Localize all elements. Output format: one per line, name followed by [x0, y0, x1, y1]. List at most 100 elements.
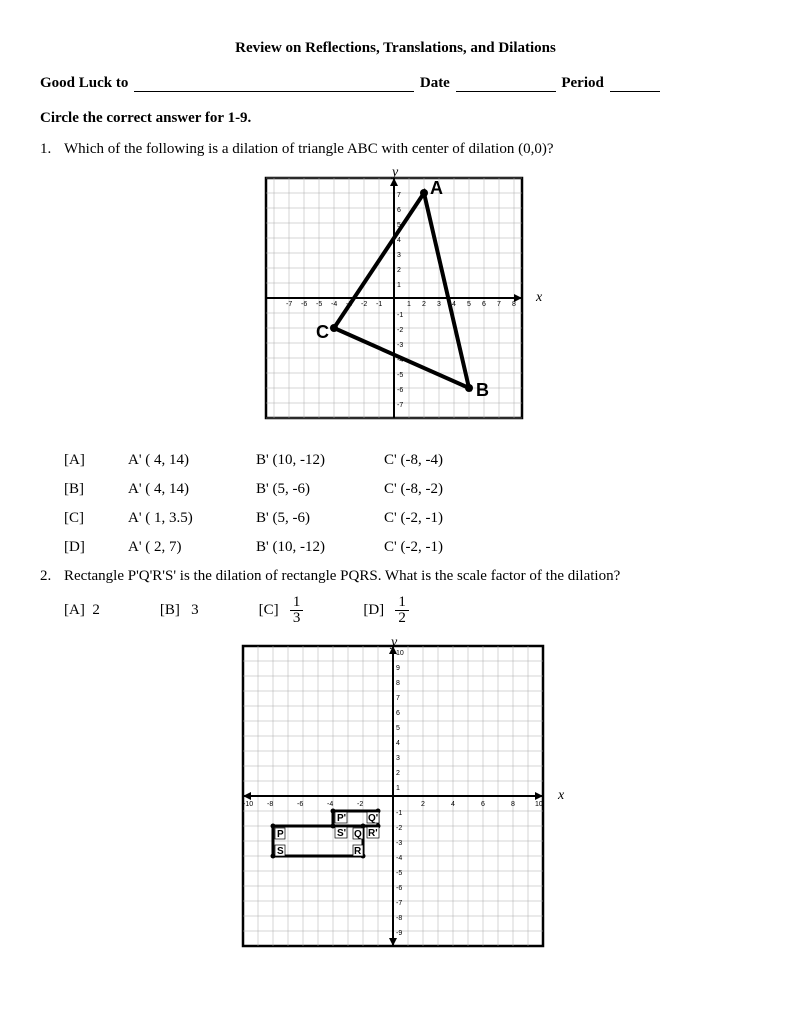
opt-a-prime: A' ( 4, 14) — [128, 452, 228, 469]
q2-number: 2. — [40, 568, 64, 585]
opt-b-prime: B' (10, -12) — [256, 452, 356, 469]
opt-label: [C] — [64, 510, 100, 527]
svg-text:7: 7 — [497, 301, 501, 308]
svg-text:-3: -3 — [396, 840, 402, 847]
svg-text:6: 6 — [396, 710, 400, 717]
svg-text:-9: -9 — [396, 930, 402, 937]
svg-text:-2: -2 — [396, 825, 402, 832]
svg-text:-3: -3 — [397, 342, 403, 349]
opt-c-prime: C' (-2, -1) — [384, 539, 484, 556]
opt-label: [A] — [64, 602, 85, 618]
svg-text:-7: -7 — [396, 900, 402, 907]
svg-text:8: 8 — [396, 680, 400, 687]
q2-option-c[interactable]: [C] 1 3 — [259, 595, 304, 626]
opt-value: 3 — [191, 602, 199, 618]
opt-c-prime: C' (-8, -4) — [384, 452, 484, 469]
question-1: 1. Which of the following is a dilation … — [40, 141, 751, 158]
q2-option-d[interactable]: [D] 1 2 — [363, 595, 409, 626]
svg-text:4: 4 — [451, 801, 455, 808]
svg-text:-4: -4 — [331, 301, 337, 308]
svg-text:8: 8 — [512, 301, 516, 308]
svg-text:1: 1 — [407, 301, 411, 308]
q1-option-b[interactable]: [B] A' ( 4, 14) B' (5, -6) C' (-8, -2) — [64, 481, 751, 498]
svg-text:R: R — [354, 846, 362, 857]
opt-c-prime: C' (-2, -1) — [384, 510, 484, 527]
page-title: Review on Reflections, Translations, and… — [40, 40, 751, 57]
svg-text:x: x — [535, 290, 543, 305]
q1-option-d[interactable]: [D] A' ( 2, 7) B' (10, -12) C' (-2, -1) — [64, 539, 751, 556]
svg-text:-6: -6 — [397, 387, 403, 394]
q2-option-a[interactable]: [A] 2 — [64, 602, 100, 619]
svg-text:-2: -2 — [357, 801, 363, 808]
svg-text:5: 5 — [467, 301, 471, 308]
svg-text:10: 10 — [396, 650, 404, 657]
q1-number: 1. — [40, 141, 64, 158]
triangle-grid-svg: -7-6-5 -4-3-2 -1 123 456 78 765 432 1 -1… — [246, 168, 546, 438]
svg-text:-1: -1 — [376, 301, 382, 308]
fraction-num: 1 — [395, 595, 409, 611]
svg-text:A: A — [430, 178, 443, 198]
svg-text:1: 1 — [396, 785, 400, 792]
svg-text:7: 7 — [396, 695, 400, 702]
svg-text:3: 3 — [396, 755, 400, 762]
svg-text:-1: -1 — [396, 810, 402, 817]
svg-text:S: S — [277, 846, 284, 857]
svg-text:-5: -5 — [316, 301, 322, 308]
svg-text:7: 7 — [397, 192, 401, 199]
opt-label: [C] — [259, 602, 279, 618]
opt-a-prime: A' ( 4, 14) — [128, 481, 228, 498]
svg-text:6: 6 — [397, 207, 401, 214]
svg-text:y: y — [390, 168, 399, 180]
svg-text:8: 8 — [511, 801, 515, 808]
svg-text:-7: -7 — [397, 402, 403, 409]
opt-b-prime: B' (5, -6) — [256, 510, 356, 527]
svg-text:6: 6 — [482, 301, 486, 308]
name-blank[interactable] — [134, 76, 414, 92]
fraction-num: 1 — [290, 595, 304, 611]
period-blank[interactable] — [610, 76, 660, 92]
opt-value: 2 — [92, 602, 100, 618]
q1-text: Which of the following is a dilation of … — [64, 141, 751, 158]
svg-text:-8: -8 — [396, 915, 402, 922]
instruction: Circle the correct answer for 1-9. — [40, 110, 751, 127]
svg-text:10: 10 — [535, 801, 543, 808]
date-blank[interactable] — [456, 76, 556, 92]
svg-text:-10: -10 — [243, 801, 253, 808]
q1-options: [A] A' ( 4, 14) B' (10, -12) C' (-8, -4)… — [64, 452, 751, 556]
header-line: Good Luck to Date Period — [40, 75, 751, 92]
period-label: Period — [561, 75, 604, 91]
svg-text:P': P' — [337, 813, 346, 824]
q2-option-b[interactable]: [B] 3 — [160, 602, 199, 619]
svg-text:-4: -4 — [327, 801, 333, 808]
q1-figure: -7-6-5 -4-3-2 -1 123 456 78 765 432 1 -1… — [40, 168, 751, 438]
svg-text:2: 2 — [397, 267, 401, 274]
svg-text:3: 3 — [437, 301, 441, 308]
svg-text:2: 2 — [421, 801, 425, 808]
svg-text:9: 9 — [396, 665, 400, 672]
fraction-den: 2 — [395, 611, 409, 626]
svg-text:-5: -5 — [396, 870, 402, 877]
svg-text:4: 4 — [452, 301, 456, 308]
svg-text:-2: -2 — [361, 301, 367, 308]
fraction-den: 3 — [290, 611, 304, 626]
svg-text:4: 4 — [396, 740, 400, 747]
q1-option-c[interactable]: [C] A' ( 1, 3.5) B' (5, -6) C' (-2, -1) — [64, 510, 751, 527]
svg-text:3: 3 — [397, 252, 401, 259]
q2-options: [A] 2 [B] 3 [C] 1 3 [D] 1 2 — [64, 595, 751, 626]
opt-label: [B] — [64, 481, 100, 498]
fraction: 1 2 — [395, 595, 409, 626]
svg-text:-7: -7 — [286, 301, 292, 308]
svg-text:-8: -8 — [267, 801, 273, 808]
svg-text:-6: -6 — [297, 801, 303, 808]
svg-text:S': S' — [337, 828, 346, 839]
opt-label: [D] — [64, 539, 100, 556]
svg-text:4: 4 — [397, 237, 401, 244]
svg-text:Q: Q — [354, 829, 362, 840]
q1-option-a[interactable]: [A] A' ( 4, 14) B' (10, -12) C' (-8, -4) — [64, 452, 751, 469]
svg-text:P: P — [277, 829, 284, 840]
q2-figure: -10-8-6 -4-2 246 810 1098 765 432 1 -1-2… — [64, 636, 751, 976]
svg-text:Q': Q' — [368, 813, 378, 824]
date-label: Date — [420, 75, 450, 91]
svg-text:-6: -6 — [301, 301, 307, 308]
question-2: 2. Rectangle P'Q'R'S' is the dilation of… — [40, 568, 751, 585]
